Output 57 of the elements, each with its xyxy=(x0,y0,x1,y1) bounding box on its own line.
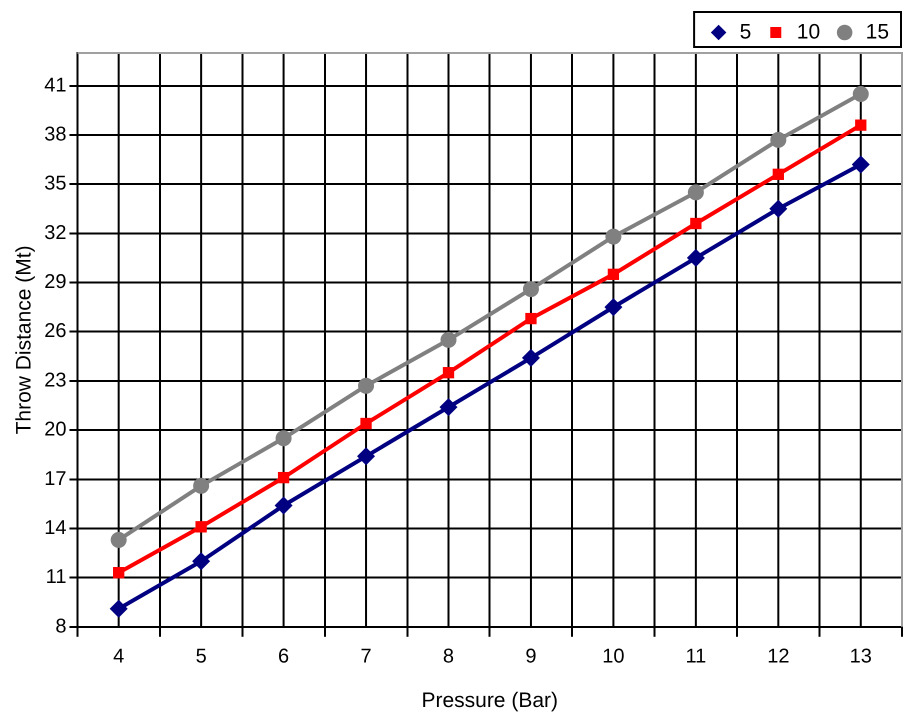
y-tick-label: 38 xyxy=(44,123,66,146)
y-tick-label: 11 xyxy=(46,566,66,588)
point xyxy=(690,218,702,230)
point xyxy=(604,298,622,316)
legend-label: 15 xyxy=(866,20,889,44)
point xyxy=(358,378,374,394)
y-axis-title: Throw Distance (Mt) xyxy=(12,245,36,434)
point xyxy=(772,168,784,180)
point xyxy=(439,398,458,416)
point xyxy=(192,552,210,570)
x-tick-label: 4 xyxy=(113,645,124,668)
point xyxy=(193,478,210,494)
point xyxy=(852,155,870,174)
point xyxy=(686,248,705,267)
y-tick-label: 17 xyxy=(44,468,66,490)
x-tick-label: 9 xyxy=(525,645,537,668)
point xyxy=(769,200,788,218)
point xyxy=(360,418,372,430)
point xyxy=(442,367,454,378)
point xyxy=(522,348,540,367)
x-tick-label: 7 xyxy=(360,645,372,668)
point xyxy=(688,184,704,200)
x-tick-label: 13 xyxy=(850,645,872,668)
point xyxy=(110,532,127,548)
y-tick-label: 20 xyxy=(44,418,66,441)
point xyxy=(113,567,124,578)
point xyxy=(276,430,292,446)
point xyxy=(274,496,293,514)
x-tick-label: 11 xyxy=(685,645,706,668)
point xyxy=(522,281,539,298)
point xyxy=(605,228,622,245)
y-tick-label: 41 xyxy=(44,74,66,96)
y-tick-label: 35 xyxy=(44,172,66,195)
point xyxy=(440,332,456,348)
y-tick-label: 29 xyxy=(44,271,66,294)
point xyxy=(195,521,207,532)
y-tick-label: 14 xyxy=(44,516,66,539)
y-tick-label: 23 xyxy=(44,369,66,392)
point xyxy=(278,472,290,484)
x-tick-label: 12 xyxy=(767,645,790,668)
point xyxy=(608,268,620,280)
point xyxy=(525,312,537,324)
legend-label: 5 xyxy=(740,20,752,44)
x-tick-label: 8 xyxy=(442,645,454,668)
point xyxy=(110,600,128,618)
point xyxy=(852,86,869,102)
x-tick-label: 5 xyxy=(196,645,207,668)
y-tick-label: 8 xyxy=(55,615,66,638)
point xyxy=(770,132,786,148)
x-tick-label: 6 xyxy=(278,645,290,668)
y-tick-label: 26 xyxy=(44,320,66,342)
point xyxy=(855,119,866,131)
x-tick-label: 10 xyxy=(602,645,625,668)
y-tick-label: 32 xyxy=(44,222,66,244)
x-axis-title: Pressure (Bar) xyxy=(421,689,558,712)
point xyxy=(357,447,376,466)
legend-label: 10 xyxy=(796,20,820,44)
